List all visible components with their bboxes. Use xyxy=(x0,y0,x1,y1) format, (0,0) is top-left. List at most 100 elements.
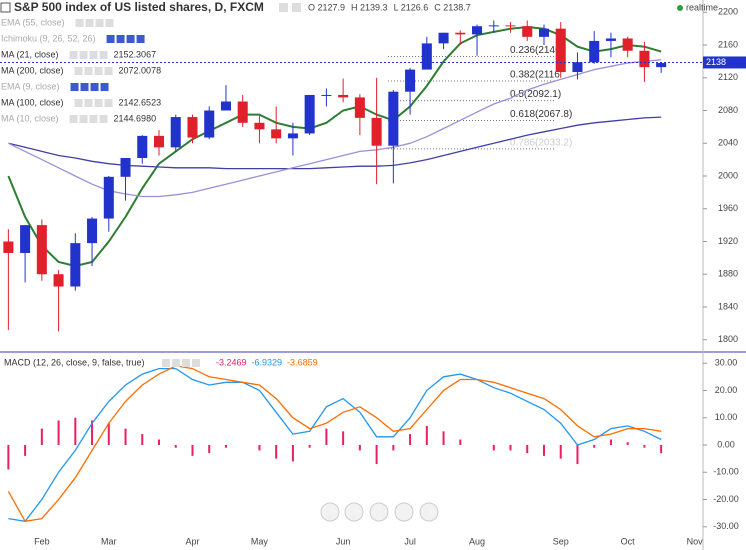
indicator-icon[interactable] xyxy=(80,83,89,91)
indicator-icon[interactable] xyxy=(74,99,83,107)
indicator-icon[interactable] xyxy=(104,99,113,107)
indicator-icon[interactable] xyxy=(95,19,104,27)
x-tick-label: Aug xyxy=(469,536,485,546)
indicator-name: EMA (9, close) xyxy=(1,81,60,91)
candle-body xyxy=(472,26,483,35)
indicator-icon[interactable] xyxy=(74,67,83,75)
indicator-icon[interactable] xyxy=(162,359,170,367)
indicator-icon[interactable] xyxy=(182,359,190,367)
candle-body xyxy=(522,26,533,37)
ohlc-value: O 2127.9 xyxy=(308,2,345,12)
y-tick-label: 1960 xyxy=(718,203,738,213)
candle-body xyxy=(421,43,432,70)
indicator-icon[interactable] xyxy=(75,19,84,27)
status-label: realtime xyxy=(686,2,718,12)
indicator-icon[interactable] xyxy=(116,35,125,43)
indicator-icon[interactable] xyxy=(90,83,99,91)
fib-label: 0.236(2146 xyxy=(510,45,561,56)
x-tick-label: Nov xyxy=(687,536,704,546)
macd-histogram-bar xyxy=(224,444,227,448)
candle-body xyxy=(103,176,114,219)
macd-histogram-bar xyxy=(526,444,529,454)
indicator-value: 2144.6980 xyxy=(114,113,157,123)
zoom-in-button[interactable] xyxy=(394,502,414,522)
candle-body xyxy=(405,69,416,92)
indicator-icon[interactable] xyxy=(69,115,78,123)
candle-body xyxy=(187,117,198,138)
candle-body xyxy=(555,28,566,73)
candle-body xyxy=(20,225,31,253)
indicator-icon[interactable] xyxy=(136,35,145,43)
indicator-icon[interactable] xyxy=(192,359,200,367)
macd-histogram-bar xyxy=(425,425,428,445)
indicator-icon[interactable] xyxy=(89,115,98,123)
indicator-name: MA (10, close) xyxy=(1,113,59,123)
candle-body xyxy=(354,97,365,118)
y-tick-label: 2080 xyxy=(718,105,738,115)
indicator-icon[interactable] xyxy=(100,83,109,91)
x-tick-label: Mar xyxy=(101,536,117,546)
y-tick-label: 1880 xyxy=(718,269,738,279)
indicator-icon[interactable] xyxy=(99,115,108,123)
indicator-icon[interactable] xyxy=(85,19,94,27)
scroll-right-button[interactable] xyxy=(419,502,439,522)
macd-histogram-bar xyxy=(626,442,629,445)
macd-histogram-bar xyxy=(141,434,144,445)
fib-label: 0.5(2092.1) xyxy=(510,89,561,100)
indicator-icon[interactable] xyxy=(69,51,78,59)
x-tick-label: Sep xyxy=(553,536,569,546)
macd-histogram-bar xyxy=(124,428,127,445)
indicator-icon[interactable] xyxy=(89,51,98,59)
x-tick-label: Apr xyxy=(185,536,199,546)
candle-body xyxy=(438,32,449,44)
reset-button[interactable] xyxy=(369,502,389,522)
indicator-name: MA (21, close) xyxy=(1,49,59,59)
macd-y-tick-label: 0.00 xyxy=(717,439,735,449)
candle-body xyxy=(505,25,516,27)
indicator-icon[interactable] xyxy=(105,19,114,27)
candle-body xyxy=(321,94,332,96)
macd-histogram-bar xyxy=(442,431,445,445)
macd-line xyxy=(7,365,662,523)
macd-histogram-bar xyxy=(74,417,77,445)
indicator-icon[interactable] xyxy=(84,99,93,107)
settings-icon[interactable] xyxy=(292,3,301,12)
macd-histogram-bar xyxy=(358,444,361,451)
indicator-icon[interactable] xyxy=(70,83,79,91)
y-tick-label: 1840 xyxy=(718,301,738,311)
zoom-out-button[interactable] xyxy=(344,502,364,522)
indicator-icon[interactable] xyxy=(79,115,88,123)
candle-body xyxy=(53,274,64,287)
indicator-icon[interactable] xyxy=(104,67,113,75)
indicator-line xyxy=(8,59,662,198)
indicator-line xyxy=(7,25,662,268)
scroll-left-button[interactable] xyxy=(320,502,340,522)
y-tick-label: 1800 xyxy=(718,334,738,344)
macd-y-tick-label: 30.00 xyxy=(715,358,738,368)
last-price-box xyxy=(703,56,746,69)
settings-icon[interactable] xyxy=(279,3,288,12)
indicator-icon[interactable] xyxy=(126,35,135,43)
macd-histogram-bar xyxy=(342,431,345,445)
macd-histogram-bar xyxy=(392,444,395,451)
macd-y-tick-label: -30.00 xyxy=(713,521,739,531)
indicator-icon[interactable] xyxy=(94,67,103,75)
macd-histogram-bar xyxy=(40,428,43,445)
candle-body xyxy=(371,117,382,146)
indicator-icon[interactable] xyxy=(172,359,180,367)
indicator-icon[interactable] xyxy=(99,51,108,59)
macd-histogram-bar xyxy=(91,420,94,445)
last-price-label: 2138 xyxy=(706,57,726,67)
indicator-icon[interactable] xyxy=(106,35,115,43)
x-tick-label: Oct xyxy=(621,536,636,546)
indicator-name: EMA (55, close) xyxy=(1,17,65,27)
macd-line xyxy=(8,367,662,523)
indicator-icon[interactable] xyxy=(84,67,93,75)
indicator-icon[interactable] xyxy=(79,51,88,59)
macd-y-tick-label: 20.00 xyxy=(715,385,738,395)
collapse-icon[interactable] xyxy=(0,2,11,13)
indicator-value: 2072.0078 xyxy=(119,65,162,75)
indicator-icon[interactable] xyxy=(94,99,103,107)
candle-body xyxy=(137,135,148,158)
